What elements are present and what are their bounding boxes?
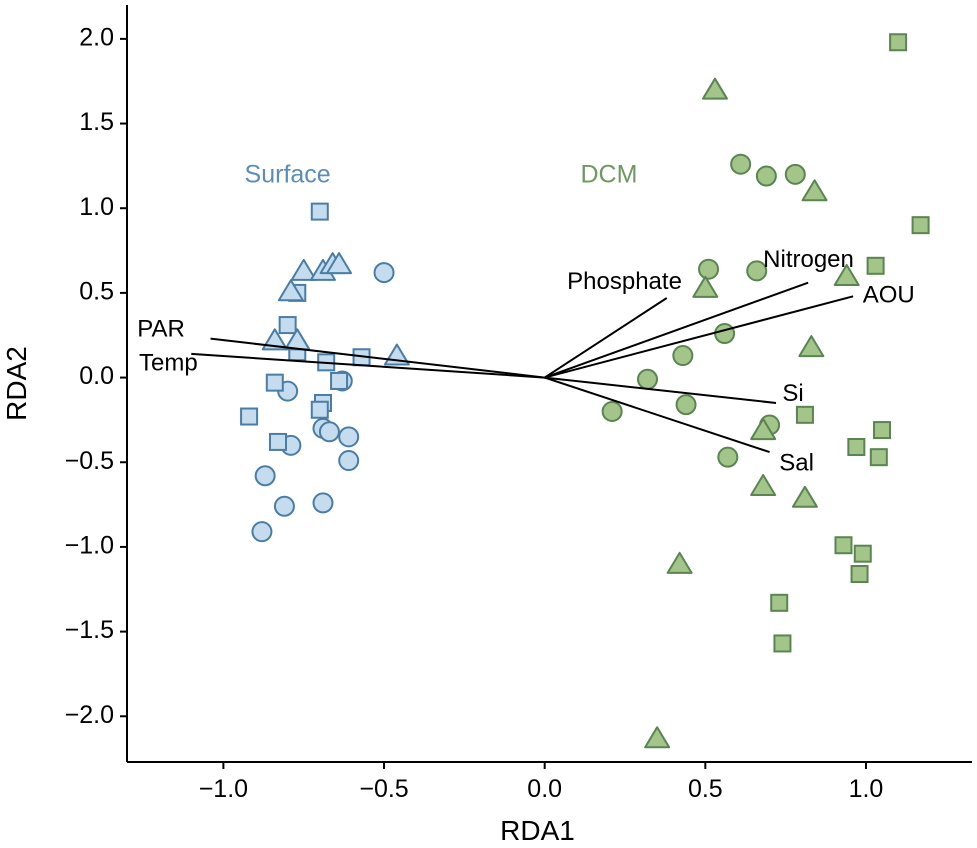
surface-triangle-point bbox=[261, 328, 288, 351]
series-dcm bbox=[601, 33, 930, 749]
group-label-surface: Surface bbox=[245, 161, 331, 189]
y-tick-label: −1.5 bbox=[65, 616, 114, 644]
dcm-triangle-point bbox=[692, 275, 719, 298]
dcm-square-point bbox=[847, 438, 866, 457]
points-layer bbox=[240, 33, 930, 749]
dcm-circle-point bbox=[746, 260, 768, 282]
vector-label-temp: Temp bbox=[139, 349, 198, 376]
surface-circle-point bbox=[338, 426, 360, 448]
vector-sal bbox=[544, 376, 770, 454]
dcm-square-point bbox=[850, 565, 869, 584]
x-tick-label: 0.0 bbox=[527, 775, 562, 803]
surface-square-point bbox=[240, 407, 259, 426]
dcm-circle-point bbox=[636, 368, 658, 390]
y-tick-label: −1.0 bbox=[65, 532, 114, 560]
surface-triangle-point bbox=[290, 258, 317, 281]
y-tick-label: 1.5 bbox=[79, 108, 114, 136]
y-tick-label: 0.5 bbox=[79, 278, 114, 306]
dcm-triangle-point bbox=[644, 726, 671, 749]
surface-circle-point bbox=[254, 465, 276, 487]
dcm-triangle-point bbox=[801, 179, 828, 202]
dcm-square-point bbox=[853, 544, 872, 563]
x-tick-label: −1.0 bbox=[199, 775, 248, 803]
dcm-circle-point bbox=[601, 400, 623, 422]
dcm-triangle-point bbox=[701, 77, 728, 100]
surface-square-point bbox=[278, 316, 297, 335]
vector-label-phosphate: Phosphate bbox=[567, 268, 682, 295]
surface-circle-point bbox=[338, 450, 360, 472]
dcm-triangle-point bbox=[750, 418, 777, 441]
dcm-circle-point bbox=[717, 446, 739, 468]
vector-label-aou: AOU bbox=[863, 282, 915, 309]
dcm-triangle-point bbox=[798, 335, 825, 358]
x-tick-label: 0.5 bbox=[688, 775, 723, 803]
vectors-layer bbox=[191, 281, 854, 454]
vector-par bbox=[210, 337, 545, 379]
vector-nitrogen bbox=[544, 281, 809, 379]
dcm-triangle-point bbox=[791, 485, 818, 508]
vector-si bbox=[544, 376, 777, 404]
vector-temp bbox=[191, 352, 545, 379]
surface-circle-point bbox=[318, 421, 340, 443]
y-tick-label: 1.0 bbox=[79, 193, 114, 221]
surface-square-point bbox=[330, 371, 349, 390]
y-axis-title: RDA2 bbox=[1, 346, 32, 421]
dcm-square-point bbox=[866, 256, 885, 275]
dcm-square-point bbox=[889, 33, 908, 52]
surface-circle-point bbox=[251, 521, 273, 543]
dcm-circle-point bbox=[714, 323, 736, 345]
dcm-triangle-point bbox=[666, 551, 693, 574]
dcm-square-point bbox=[911, 216, 930, 235]
dcm-circle-point bbox=[730, 153, 752, 175]
surface-square-point bbox=[310, 202, 329, 221]
dcm-circle-point bbox=[675, 394, 697, 416]
surface-circle-point bbox=[373, 262, 395, 284]
dcm-circle-point bbox=[784, 163, 806, 185]
dcm-square-point bbox=[873, 421, 892, 440]
dcm-triangle-point bbox=[833, 263, 860, 286]
x-tick-label: 1.0 bbox=[849, 775, 884, 803]
dcm-circle-point bbox=[698, 258, 720, 280]
labels-layer: PAR Temp Phosphate Nitrogen AOU Si Sal Surface D… bbox=[137, 161, 915, 477]
y-tick-label: 2.0 bbox=[79, 23, 114, 51]
vector-label-nitrogen: Nitrogen bbox=[763, 246, 854, 273]
y-tick-label: 0.0 bbox=[79, 362, 114, 390]
surface-square-point bbox=[265, 373, 284, 392]
series-surface bbox=[240, 202, 410, 543]
x-axis-title: RDA1 bbox=[500, 815, 575, 846]
dcm-circle-point bbox=[755, 165, 777, 187]
dcm-square-point bbox=[834, 536, 853, 555]
vector-label-sal: Sal bbox=[779, 449, 814, 476]
surface-circle-point bbox=[273, 495, 295, 517]
dcm-square-point bbox=[869, 448, 888, 467]
dcm-square-point bbox=[770, 593, 789, 612]
surface-triangle-point bbox=[277, 279, 304, 302]
surface-circle-point bbox=[312, 492, 334, 514]
x-tick-label: −0.5 bbox=[359, 775, 408, 803]
vector-label-si: Si bbox=[782, 380, 803, 407]
surface-square-point bbox=[310, 400, 329, 419]
surface-triangle-point bbox=[326, 252, 353, 275]
y-tick-label: −0.5 bbox=[65, 447, 114, 475]
group-label-dcm: DCM bbox=[580, 161, 637, 189]
surface-square-point bbox=[269, 432, 288, 451]
dcm-circle-point bbox=[672, 345, 694, 367]
vector-aou bbox=[544, 295, 854, 379]
vector-label-par: PAR bbox=[137, 315, 185, 342]
dcm-square-point bbox=[773, 634, 792, 653]
dcm-square-point bbox=[795, 405, 814, 424]
dcm-triangle-point bbox=[750, 473, 777, 496]
vector-phosphate bbox=[544, 297, 668, 379]
axes-layer: −1.0 −0.5 0.0 0.5 1.0 2.0 1.5 1.0 0.5 0.0 −0.5 −1.0… bbox=[1, 5, 972, 846]
y-tick-label: −2.0 bbox=[65, 701, 114, 729]
